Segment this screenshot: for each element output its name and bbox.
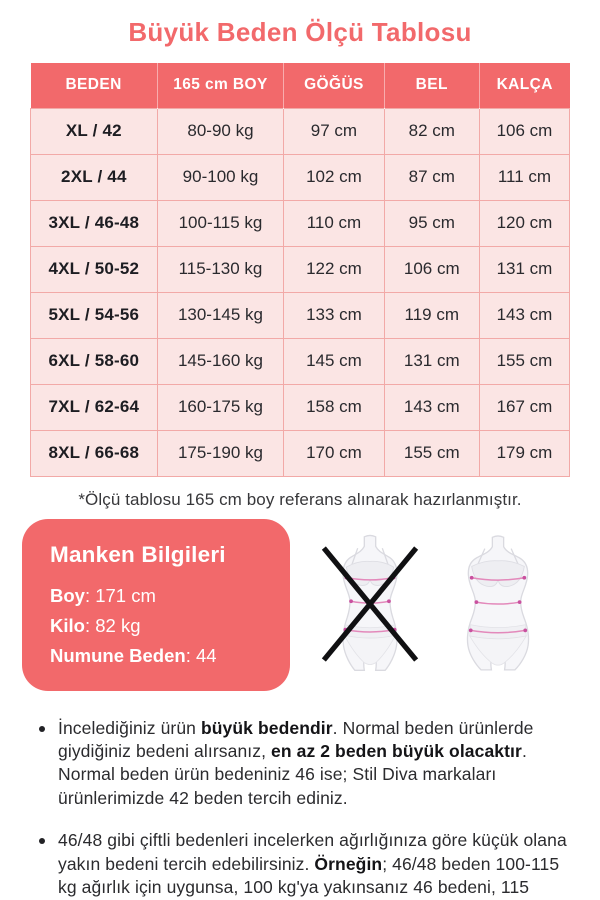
model-info-section: Manken Bilgileri Boy: 171 cm Kilo: 82 kg… (0, 518, 600, 691)
table-row: 5XL / 54-56 130-145 kg 133 cm 119 cm 143… (30, 291, 571, 339)
cell-bust: 97 cm (283, 107, 385, 155)
cell-bust: 122 cm (283, 245, 385, 293)
cell-waist: 87 cm (383, 153, 480, 201)
table-header-row: BEDEN 165 cm BOY GÖĞÜS BEL KALÇA (30, 63, 570, 108)
column-header-bel: BEL (384, 63, 480, 108)
cell-size: 5XL / 54-56 (30, 291, 158, 339)
cell-bust: 133 cm (283, 291, 385, 339)
cell-waist: 82 cm (383, 107, 480, 155)
cell-weight: 100-115 kg (156, 199, 285, 247)
cell-size: 2XL / 44 (30, 153, 158, 201)
cell-hip: 111 cm (478, 153, 571, 201)
note-segment: . Normal beden ürün bedeniniz 46 ise; St… (58, 740, 527, 808)
cell-weight: 115-130 kg (156, 245, 285, 293)
cell-waist: 119 cm (383, 291, 480, 339)
cell-size: 6XL / 58-60 (30, 337, 158, 385)
model-sample-size-line: Numune Beden: 44 (50, 641, 272, 671)
cell-weight: 90-100 kg (156, 153, 285, 201)
cell-hip: 143 cm (478, 291, 571, 339)
note-segment: İncelediğiniz ürün (58, 717, 201, 738)
table-row: 7XL / 62-64 160-175 kg 158 cm 143 cm 167… (30, 383, 571, 431)
column-header-beden: BEDEN (30, 63, 158, 108)
separator: : (84, 614, 96, 636)
size-table-body: XL / 42 80-90 kg 97 cm 82 cm 106 cm 2XL … (30, 107, 571, 477)
cell-weight: 130-145 kg (156, 291, 285, 339)
cell-bust: 158 cm (283, 383, 385, 431)
cell-waist: 95 cm (383, 199, 480, 247)
note-item-sizing: İncelediğiniz ürün büyük bedendir. Norma… (38, 717, 572, 811)
note-segment: . Normal beden ürünlerde giydiğiniz bede… (58, 717, 534, 761)
cell-size: 4XL / 50-52 (30, 245, 158, 293)
cell-size: 7XL / 62-64 (30, 383, 158, 431)
cell-bust: 102 cm (283, 153, 385, 201)
measurement-lines (470, 576, 526, 634)
model-sample-size-label: Numune Beden (50, 644, 186, 666)
model-height-label: Boy (50, 584, 85, 606)
measurement-dots (468, 575, 527, 633)
note-segment-bold: büyük bedendir (200, 717, 333, 738)
cell-hip: 167 cm (478, 383, 571, 431)
table-row: 6XL / 58-60 145-160 kg 145 cm 131 cm 155… (30, 337, 571, 385)
cell-waist: 106 cm (383, 245, 480, 293)
cell-hip: 120 cm (478, 199, 571, 247)
plus-size-figure-illustration (451, 534, 545, 681)
model-height-value: 171 cm (95, 584, 156, 606)
figure-illustrations (290, 528, 576, 681)
note-item-double-sizes: 46/48 gibi çiftli bedenleri incelerken a… (38, 829, 572, 900)
cell-size: 8XL / 66-68 (30, 429, 158, 477)
cell-hip: 179 cm (478, 429, 571, 477)
page-title: Büyük Beden Ölçü Tablosu (128, 17, 472, 47)
model-info-title: Manken Bilgileri (50, 541, 226, 567)
model-info-card: Manken Bilgileri Boy: 171 cm Kilo: 82 kg… (22, 518, 290, 691)
cell-waist: 143 cm (383, 383, 480, 431)
table-row: XL / 42 80-90 kg 97 cm 82 cm 106 cm (30, 107, 571, 155)
model-height-line: Boy: 171 cm (50, 581, 272, 611)
cell-bust: 170 cm (283, 429, 385, 477)
crossed-out-slim-figure-illustration (321, 534, 419, 681)
model-weight-value: 82 kg (95, 614, 141, 636)
table-footnote: *Ölçü tablosu 165 cm boy referans alınar… (78, 489, 522, 509)
column-header-gogus: GÖĞÜS (283, 63, 385, 108)
cell-weight: 145-160 kg (156, 337, 285, 385)
table-row: 4XL / 50-52 115-130 kg 122 cm 106 cm 131… (30, 245, 571, 293)
table-row: 2XL / 44 90-100 kg 102 cm 87 cm 111 cm (30, 153, 571, 201)
size-table-container: BEDEN 165 cm BOY GÖĞÜS BEL KALÇA XL / 42… (30, 63, 571, 477)
note-segment: ; 46/48 beden 100-115 kg ağırlık için uy… (58, 853, 560, 898)
cell-size: 3XL / 46-48 (30, 199, 158, 247)
note-segment-bold: Örneğin (314, 853, 383, 874)
size-table: BEDEN 165 cm BOY GÖĞÜS BEL KALÇA XL / 42… (30, 63, 571, 477)
x-mark-icon (322, 546, 419, 662)
model-weight-line: Kilo: 82 kg (50, 611, 272, 641)
cell-size: XL / 42 (30, 107, 158, 155)
cell-hip: 106 cm (478, 107, 571, 155)
info-notes-list: İncelediğiniz ürün büyük bedendir. Norma… (38, 717, 572, 900)
column-header-kalca: KALÇA (479, 63, 570, 108)
table-row: 3XL / 46-48 100-115 kg 110 cm 95 cm 120 … (30, 199, 571, 247)
separator: : (84, 584, 96, 606)
note-segment-bold: en az 2 beden büyük olacaktır (271, 740, 522, 761)
cell-waist: 155 cm (383, 429, 480, 477)
column-header-boy: 165 cm BOY (157, 63, 285, 108)
size-table-header: BEDEN 165 cm BOY GÖĞÜS BEL KALÇA (30, 63, 570, 108)
cell-hip: 155 cm (478, 337, 571, 385)
cell-bust: 145 cm (283, 337, 385, 385)
cell-waist: 131 cm (383, 337, 480, 385)
cell-weight: 175-190 kg (156, 429, 285, 477)
cell-weight: 80-90 kg (156, 107, 285, 155)
table-row: 8XL / 66-68 175-190 kg 170 cm 155 cm 179… (30, 429, 571, 477)
cell-hip: 131 cm (478, 245, 571, 293)
slim-body-figure-icon (322, 534, 419, 671)
model-sample-size-value: 44 (195, 644, 217, 666)
plus-size-body-figure-icon (466, 535, 529, 671)
note-segment: 46/48 gibi çiftli bedenleri incelerken a… (58, 830, 567, 874)
cell-weight: 160-175 kg (156, 383, 285, 431)
model-weight-label: Kilo (50, 614, 85, 636)
cell-bust: 110 cm (283, 199, 385, 247)
separator: : (185, 644, 196, 666)
